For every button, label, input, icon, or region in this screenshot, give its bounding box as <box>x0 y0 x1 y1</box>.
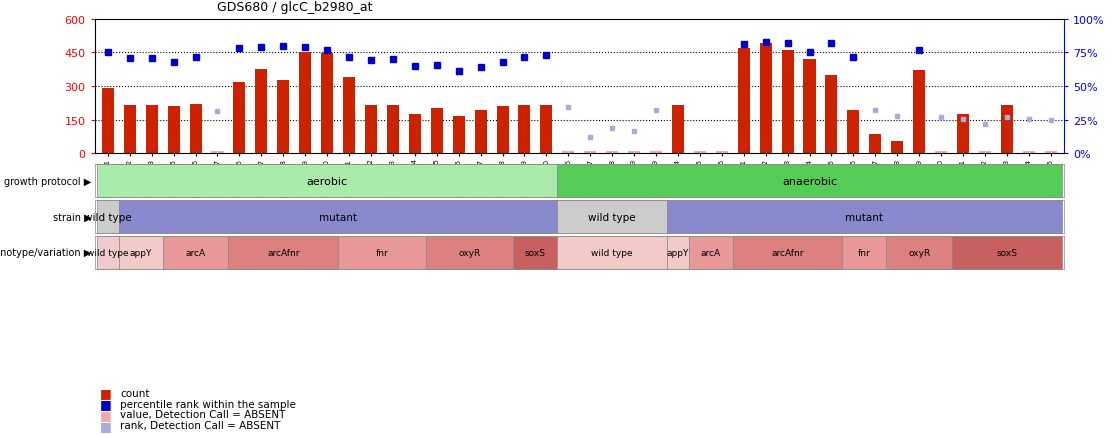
Bar <box>233 82 245 154</box>
Bar <box>606 152 618 154</box>
Bar <box>452 117 465 154</box>
Text: mutant: mutant <box>846 212 883 222</box>
Bar <box>913 71 926 154</box>
Text: ■: ■ <box>100 419 113 432</box>
Bar <box>212 152 224 154</box>
Bar <box>1045 152 1057 154</box>
Bar <box>557 165 1062 197</box>
Text: genotype/variation ▶: genotype/variation ▶ <box>0 248 91 258</box>
Bar <box>667 201 1062 233</box>
Bar <box>387 106 399 154</box>
Text: soxS: soxS <box>525 248 546 257</box>
Bar <box>563 152 575 154</box>
Bar <box>957 115 969 154</box>
Bar <box>649 152 662 154</box>
Bar <box>338 237 426 269</box>
Text: count: count <box>120 388 149 398</box>
Bar <box>935 152 947 154</box>
Text: appY: appY <box>667 248 690 257</box>
Text: oxyR: oxyR <box>908 248 930 257</box>
Bar <box>760 44 772 154</box>
Bar <box>803 60 815 154</box>
Bar <box>228 237 338 269</box>
Text: soxS: soxS <box>996 248 1017 257</box>
Bar <box>842 237 887 269</box>
Bar <box>557 237 667 269</box>
Bar <box>167 107 179 154</box>
Bar <box>628 152 641 154</box>
Bar <box>497 107 509 154</box>
Bar <box>1000 106 1013 154</box>
Bar <box>667 237 688 269</box>
Text: anaerobic: anaerobic <box>782 176 837 186</box>
Text: fnr: fnr <box>375 248 389 257</box>
Bar <box>255 70 267 154</box>
Text: arcAfnr: arcAfnr <box>267 248 300 257</box>
Text: growth protocol ▶: growth protocol ▶ <box>4 176 91 186</box>
Bar <box>97 237 119 269</box>
Bar <box>124 106 136 154</box>
Text: arcAfnr: arcAfnr <box>771 248 804 257</box>
Bar <box>431 109 442 154</box>
Text: GDS680 / glcC_b2980_at: GDS680 / glcC_b2980_at <box>217 1 373 14</box>
Bar <box>825 76 838 154</box>
Bar <box>733 237 842 269</box>
Text: ■: ■ <box>100 397 113 410</box>
Text: value, Detection Call = ABSENT: value, Detection Call = ABSENT <box>120 410 285 419</box>
Bar <box>189 105 202 154</box>
Bar <box>694 152 706 154</box>
Bar <box>737 49 750 154</box>
Text: strain ▶: strain ▶ <box>52 212 91 222</box>
Bar <box>321 54 333 154</box>
Bar <box>426 237 514 269</box>
Bar <box>584 152 596 154</box>
Bar <box>409 115 421 154</box>
Bar <box>672 106 684 154</box>
Bar <box>277 81 290 154</box>
Bar <box>97 165 557 197</box>
Bar <box>101 89 114 154</box>
Text: wild type: wild type <box>588 212 636 222</box>
Bar <box>365 106 377 154</box>
Bar <box>952 237 1062 269</box>
Bar <box>979 152 991 154</box>
Text: arcA: arcA <box>701 248 721 257</box>
Bar <box>146 106 158 154</box>
Bar <box>557 201 667 233</box>
Text: ■: ■ <box>100 408 113 421</box>
Bar <box>887 237 952 269</box>
Bar <box>891 142 903 154</box>
Bar <box>119 201 557 233</box>
Bar <box>869 135 881 154</box>
Text: ■: ■ <box>100 386 113 399</box>
Text: wild type: wild type <box>592 248 633 257</box>
Bar <box>782 51 793 154</box>
Bar <box>475 110 487 154</box>
Bar <box>514 237 557 269</box>
Text: appY: appY <box>129 248 152 257</box>
Bar <box>343 78 355 154</box>
Bar <box>163 237 228 269</box>
Text: oxyR: oxyR <box>459 248 481 257</box>
Bar <box>1023 152 1035 154</box>
Text: mutant: mutant <box>319 212 358 222</box>
Bar <box>300 53 311 154</box>
Bar <box>848 110 859 154</box>
Bar <box>97 201 119 233</box>
Text: arcA: arcA <box>186 248 206 257</box>
Bar <box>716 152 727 154</box>
Text: rank, Detection Call = ABSENT: rank, Detection Call = ABSENT <box>120 421 281 430</box>
Text: aerobic: aerobic <box>306 176 348 186</box>
Text: wild type: wild type <box>84 212 131 222</box>
Text: wild type: wild type <box>87 248 128 257</box>
Bar <box>518 106 530 154</box>
Text: percentile rank within the sample: percentile rank within the sample <box>120 399 296 408</box>
Text: fnr: fnr <box>858 248 871 257</box>
Bar <box>119 237 163 269</box>
Bar <box>688 237 733 269</box>
Bar <box>540 106 553 154</box>
